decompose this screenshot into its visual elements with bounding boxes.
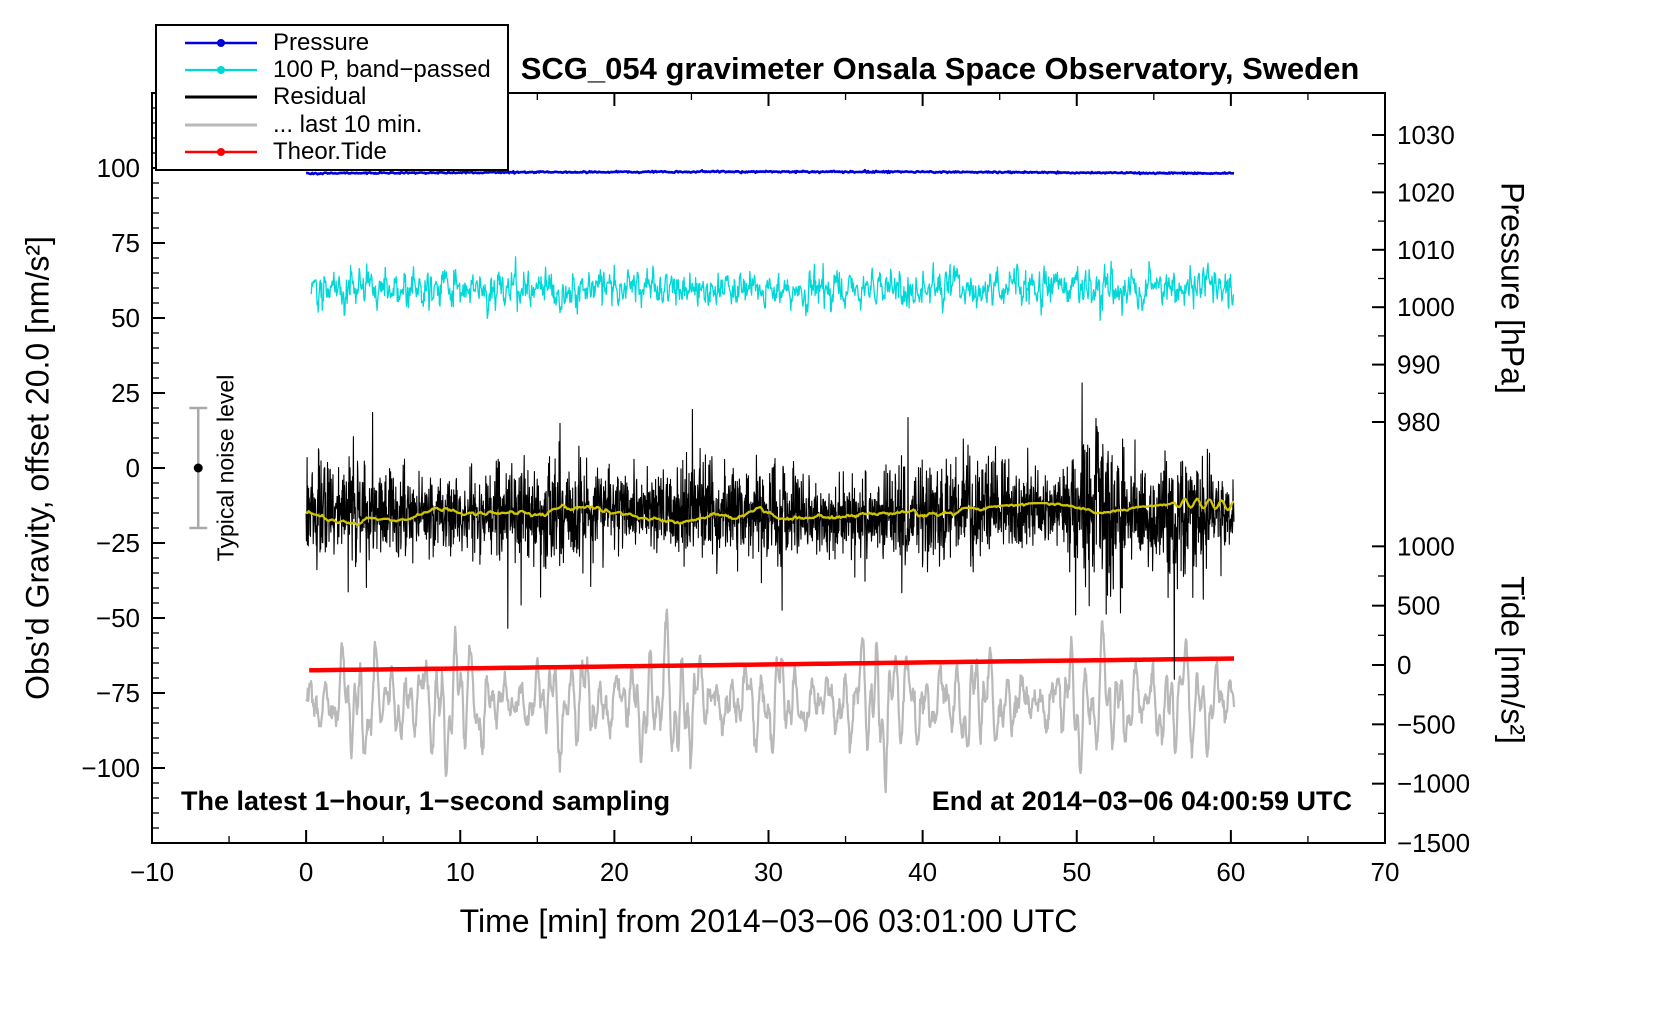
tick-label: 50 <box>111 303 140 333</box>
series--last-10-min- <box>305 608 1236 794</box>
chart-legend: Pressure 100 P, band−passed Residual... la… <box>155 24 509 171</box>
legend-item-label: 100 P, band−passed <box>273 56 491 84</box>
tick-label: 20 <box>600 857 629 887</box>
legend-item-label: Theor.Tide <box>273 138 387 166</box>
tick-label: 0 <box>126 453 140 483</box>
pressure-axis-label: Pressure [hPa] <box>1494 182 1531 394</box>
tick-label: −50 <box>96 603 140 633</box>
tick-label: 60 <box>1216 857 1245 887</box>
end-time-annotation: End at 2014−03−06 04:00:59 UTC <box>931 786 1352 816</box>
tide-axis-label: Tide [nm/s²] <box>1494 576 1531 744</box>
plot-border <box>151 92 1386 844</box>
tick-label: 10 <box>446 857 475 887</box>
tick-label: 980 <box>1397 407 1440 437</box>
tick-label: 1000 <box>1397 292 1455 322</box>
legend-line-theor-tide-icon <box>185 148 257 157</box>
sampling-annotation: The latest 1−hour, 1−second sampling <box>181 786 671 816</box>
legend-item-label: Pressure <box>273 28 370 56</box>
legend-line-last-10-min-icon <box>185 123 257 127</box>
tick-label: 1020 <box>1397 177 1455 207</box>
series-residual-smoothed <box>305 497 1235 527</box>
legend-item: Theor.Tide <box>183 138 507 166</box>
tick-label: 1030 <box>1397 120 1455 150</box>
legend-line-residual-icon <box>185 95 257 99</box>
tick-label: 1010 <box>1397 235 1455 265</box>
tick-label: −100 <box>81 753 140 783</box>
legend-item: Pressure <box>183 28 507 56</box>
series-100-p-band-passed <box>310 256 1235 321</box>
x-axis-label: Time [min] from 2014−03−06 03:01:00 UTC <box>459 903 1078 939</box>
tick-label: −1000 <box>1397 769 1470 799</box>
tick-label: −25 <box>96 528 140 558</box>
tick-label: 40 <box>908 857 937 887</box>
tick-label: 70 <box>1371 857 1400 887</box>
noise-marker-dot <box>193 463 203 473</box>
tick-label: 0 <box>299 857 313 887</box>
tick-label: −1500 <box>1397 828 1470 858</box>
legend-item: Residual <box>183 83 507 111</box>
legend-line-pressure-icon <box>185 38 257 47</box>
series-residual <box>305 382 1235 680</box>
tick-label: −500 <box>1397 709 1456 739</box>
tick-label: −10 <box>130 857 174 887</box>
tick-label: 75 <box>111 228 140 258</box>
legend-item-label: ... last 10 min. <box>273 110 423 138</box>
legend-item-label: Residual <box>273 83 367 111</box>
tick-label: 0 <box>1397 650 1411 680</box>
tick-label: 100 <box>97 153 140 183</box>
series-theor-tide <box>309 656 1235 673</box>
tick-label: −75 <box>96 678 140 708</box>
legend-line-band-passed-icon <box>185 66 257 75</box>
series-pressure <box>305 168 1235 176</box>
gravity-axis-label: Obs'd Gravity, offset 20.0 [nm/s²] <box>19 236 56 700</box>
legend-item: ... last 10 min. <box>183 110 507 138</box>
tick-label: 990 <box>1397 350 1440 380</box>
tick-label: 50 <box>1062 857 1091 887</box>
tick-label: 1000 <box>1397 531 1455 561</box>
noise-level-label: Typical noise level <box>212 374 239 562</box>
legend-item: 100 P, band−passed <box>183 56 507 84</box>
tick-label: 500 <box>1397 591 1440 621</box>
chart-title: SCG_054 gravimeter Onsala Space Observat… <box>520 51 1360 86</box>
tick-label: 25 <box>111 378 140 408</box>
tick-label: 30 <box>754 857 783 887</box>
